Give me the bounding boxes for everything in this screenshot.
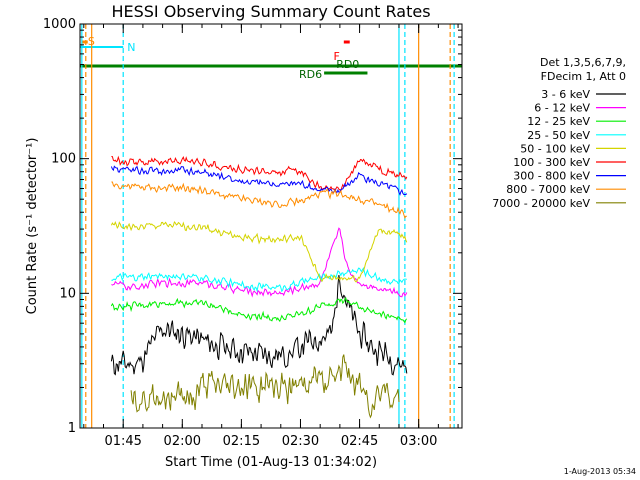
legend-header-detectors: Det 1,3,5,6,7,9, [540,56,626,69]
date-stamp: 1-Aug-2013 05:34 [564,467,636,476]
flag-label: N [127,41,135,54]
flag-label: RD0 [336,58,359,71]
chart-title: HESSI Observing Summary Count Rates [111,2,430,21]
series-line [111,227,408,298]
series-layer [110,155,408,419]
legend-entry-label: 25 - 50 keV [527,129,590,142]
x-axis-title: Start Time (01-Aug-13 01:34:02) [165,455,377,470]
legend-entry-label: 100 - 300 keV [513,156,590,169]
series-line [110,165,408,196]
x-tick-label: 01:45 [104,434,141,449]
flag-label: RD6 [299,68,322,81]
x-tick-label: 02:15 [223,434,260,449]
y-tick-label: 1 [68,421,76,436]
series-line [130,354,400,419]
x-tick-label: 03:00 [400,434,437,449]
series-line [110,220,408,283]
series-line [111,155,408,193]
axis-layer: 1 10 100 1000 01:45 02:00 02:15 02:30 02:45 03:00 [43,17,462,449]
legend-entry-label: 800 - 7000 keV [506,183,590,196]
markers-layer [81,24,455,428]
legend-entry-label: 50 - 100 keV [520,142,590,155]
legend-entry-label: 7000 - 20000 keV [492,197,590,210]
legend: Det 1,3,5,6,7,9, FDecim 1, Att 0 3 - 6 k… [492,56,626,210]
x-tick-label: 02:45 [341,434,378,449]
legend-entry-label: 3 - 6 keV [541,88,590,101]
legend-entry-label: 6 - 12 keV [534,102,590,115]
series-line [111,181,407,219]
flag-label: F [333,50,339,63]
legend-entry-label: 300 - 800 keV [513,170,590,183]
series-line [110,296,408,324]
plot-frame [79,23,463,429]
y-tick-label: 100 [51,152,76,167]
y-tick-label: 10 [59,286,76,301]
legend-entry-label: 12 - 25 keV [527,115,590,128]
y-axis-title: Count Rate (s⁻¹ detector⁻¹) [25,138,40,315]
legend-header-decimation: FDecim 1, Att 0 [541,70,626,83]
series-line [110,275,408,376]
y-tick-label: 1000 [43,17,76,32]
x-tick-label: 02:30 [282,434,319,449]
series-line [111,266,407,293]
x-tick-label: 02:00 [164,434,201,449]
